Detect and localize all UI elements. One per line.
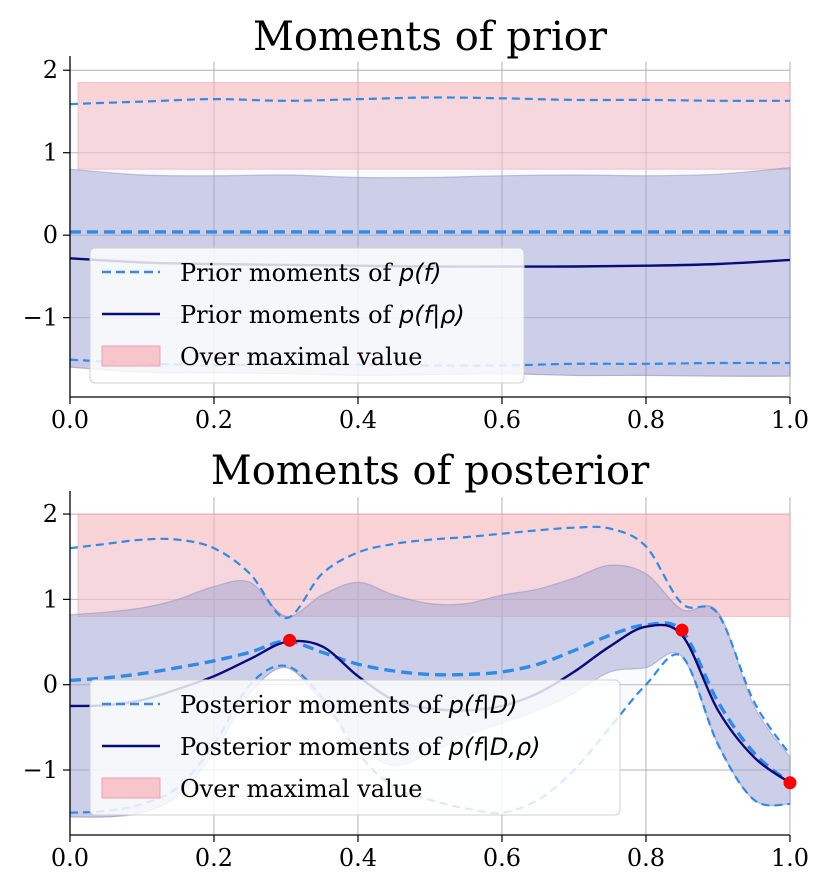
legend-swatch-band bbox=[101, 345, 161, 367]
dashed-mean-line bbox=[69, 621, 792, 785]
x-tick-label: 0.6 bbox=[483, 844, 521, 872]
confidence-band bbox=[70, 526, 790, 814]
legend-label-math: p(f) bbox=[398, 259, 441, 287]
legend-label: Over maximal value bbox=[180, 343, 422, 371]
prior-chart: Moments of prior 0.0 0.2 0.4 0.6 0.8 1.0 −1 0 1 2 P… bbox=[23, 14, 809, 434]
y-tick-label: −1 bbox=[23, 304, 58, 332]
observation-point bbox=[783, 776, 797, 790]
y-tick-label: 2 bbox=[43, 56, 58, 84]
x-tick-label: 0.0 bbox=[51, 844, 89, 872]
y-tick-label: −1 bbox=[23, 756, 58, 784]
x-tick-label: 1.0 bbox=[771, 844, 809, 872]
legend-label-text: Prior moments of bbox=[180, 259, 399, 287]
legend-label: Prior moments of p(f|ρ) bbox=[180, 301, 465, 329]
legend-box bbox=[89, 679, 621, 816]
y-tick-label: 1 bbox=[43, 585, 58, 613]
legend-box bbox=[89, 247, 525, 384]
x-tick-label: 0.4 bbox=[339, 406, 377, 434]
x-tick-label: 0.8 bbox=[627, 406, 665, 434]
legend-label-text: Over maximal value bbox=[180, 775, 422, 803]
y-tick-label: 1 bbox=[43, 139, 58, 167]
y-tick-label: 0 bbox=[43, 221, 58, 249]
legend-label-text: Over maximal value bbox=[180, 343, 422, 371]
legend-label: Posterior moments of p(f|D) bbox=[180, 691, 518, 719]
chart-title: Moments of posterior bbox=[211, 448, 650, 494]
dashed-upper-line bbox=[69, 525, 791, 756]
legend-label-text: Posterior moments of bbox=[180, 691, 449, 719]
over-max-band bbox=[77, 513, 791, 617]
x-tick-label: 0.8 bbox=[627, 844, 665, 872]
x-tick-label: 0.4 bbox=[339, 844, 377, 872]
legend-label-math: p(f|D) bbox=[448, 691, 518, 719]
legend-label: Over maximal value bbox=[180, 775, 422, 803]
legend-label-math: p(f|D,ρ) bbox=[448, 733, 541, 761]
y-tick-label: 0 bbox=[43, 671, 58, 699]
x-tick-label: 1.0 bbox=[771, 406, 809, 434]
observation-point bbox=[675, 623, 689, 637]
legend-label-text: Prior moments of bbox=[180, 301, 399, 329]
legend-swatch-band bbox=[101, 777, 161, 799]
x-tick-label: 0.2 bbox=[195, 406, 233, 434]
x-tick-label: 0.0 bbox=[51, 406, 89, 434]
observation-point bbox=[283, 633, 297, 647]
x-tick-label: 0.6 bbox=[483, 406, 521, 434]
dashed-upper-line bbox=[69, 96, 791, 106]
chart-title: Moments of prior bbox=[253, 14, 608, 60]
x-tick-label: 0.2 bbox=[195, 844, 233, 872]
legend-label: Prior moments of p(f) bbox=[180, 259, 441, 287]
posterior-chart: Moments of posterior 0.0 0.2 0.4 0.6 0.8 1.0 −1… bbox=[23, 448, 809, 872]
legend-label-math: p(f|ρ) bbox=[398, 301, 465, 329]
legend-label: Posterior moments of p(f|D,ρ) bbox=[180, 733, 541, 761]
legend-label-text: Posterior moments of bbox=[180, 733, 449, 761]
y-tick-label: 2 bbox=[43, 500, 58, 528]
